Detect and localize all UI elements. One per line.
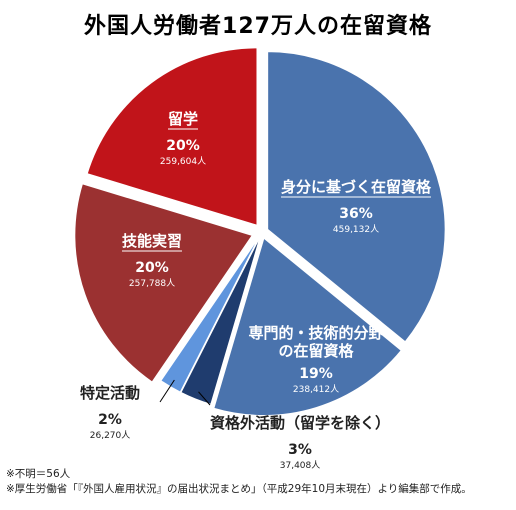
chart-title: 外国人労働者127万人の在留資格 xyxy=(84,14,432,39)
pie-slice-4 xyxy=(73,182,254,384)
footnote-source: ※厚生労働省「『外国人雇用状況』の届出状況まとめ」（平成29年10月末現在）より… xyxy=(6,483,472,495)
pie-slice-1 xyxy=(212,236,403,417)
slice-label-2-0: 資格外活動（留学を除く） xyxy=(210,414,390,432)
leader-line-2 xyxy=(198,391,211,406)
pie-slice-5 xyxy=(85,46,258,227)
slice-count-3: 26,270人 xyxy=(90,430,131,441)
slice-label-0-0: 身分に基づく在留資格 xyxy=(281,178,432,196)
slice-percent-0: 36% xyxy=(339,206,373,222)
slice-count-0: 459,132人 xyxy=(333,224,379,235)
slice-percent-2: 3% xyxy=(288,442,312,458)
slice-label-1-1: の在留資格 xyxy=(278,342,354,360)
slice-count-4: 257,788人 xyxy=(129,278,175,289)
slice-count-1: 238,412人 xyxy=(293,384,339,395)
slice-percent-3: 2% xyxy=(98,412,122,428)
slice-count-5: 259,604人 xyxy=(160,156,206,167)
slice-percent-4: 20% xyxy=(135,260,169,276)
slice-count-2: 37,408人 xyxy=(280,460,321,471)
slice-percent-5: 20% xyxy=(166,138,200,154)
slice-percent-1: 19% xyxy=(299,366,333,382)
leader-line-3 xyxy=(159,379,175,403)
slice-label-5-0: 留学 xyxy=(168,110,198,128)
slice-label-3-0: 特定活動 xyxy=(80,384,140,402)
slice-label-1-0: 専門的・技術的分野 xyxy=(248,324,383,342)
slice-label-4-0: 技能実習 xyxy=(122,232,182,250)
footnote-unknown: ※不明＝56人 xyxy=(6,468,71,480)
